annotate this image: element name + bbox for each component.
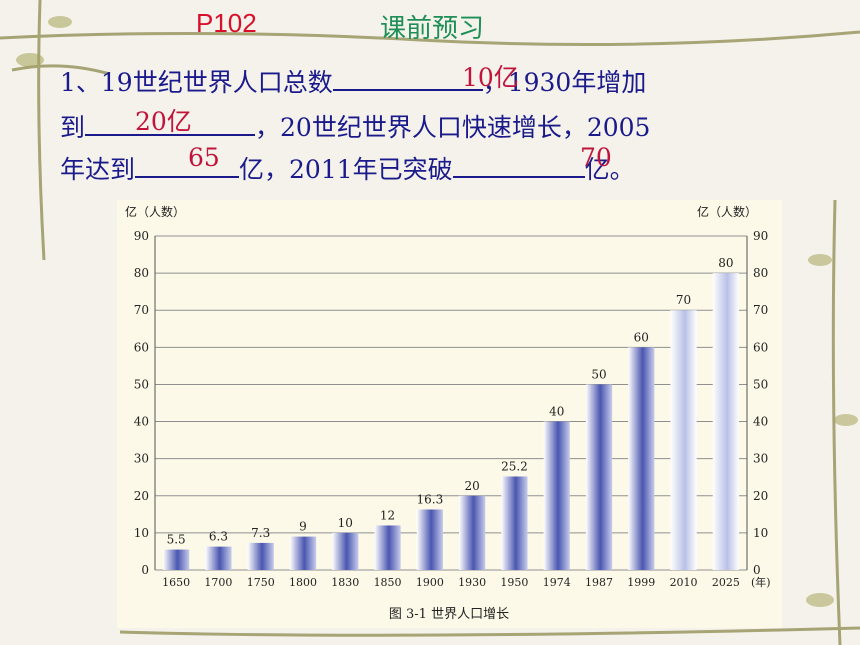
bar-1800 bbox=[289, 536, 317, 570]
bar-1974 bbox=[543, 421, 570, 570]
y-tick-label-right: 70 bbox=[753, 303, 768, 317]
y-tick-label-left: 30 bbox=[134, 452, 149, 466]
y-tick-label-left: 70 bbox=[134, 303, 149, 317]
y-tick-label-right: 0 bbox=[753, 563, 761, 577]
population-bar-chart: 亿（人数） 亿（人数） 0 0 10 10 20 20 30 30 40 40 50 50 60 60 70… bbox=[125, 204, 771, 622]
x-tick-label: 1700 bbox=[204, 576, 232, 589]
bar-value-label: 9 bbox=[299, 520, 307, 534]
bar-value-label: 10 bbox=[338, 516, 353, 530]
x-tick-label: 1750 bbox=[247, 576, 275, 589]
y-tick-label-left: 0 bbox=[141, 563, 149, 577]
x-tick-label: 1830 bbox=[331, 576, 359, 589]
answer-blank bbox=[332, 65, 483, 91]
bar-value-label: 60 bbox=[634, 330, 649, 344]
bar-1750 bbox=[247, 542, 274, 570]
bar-1930 bbox=[459, 495, 486, 570]
x-tick-label: 1800 bbox=[289, 576, 317, 589]
section-title: 课前预习 bbox=[380, 14, 485, 44]
x-tick-label: 1950 bbox=[500, 576, 528, 589]
bar-value-label: 7.3 bbox=[251, 526, 270, 540]
question-text: ，20世纪世界人口快速增长，2005 bbox=[255, 113, 651, 142]
y-axis-label-left: 亿（人数） bbox=[125, 204, 185, 219]
x-tick-label: 1930 bbox=[458, 576, 486, 589]
y-tick-label-left: 80 bbox=[134, 266, 149, 280]
question-line-1: 1、19世纪世界人口总数 ，1930年增加 bbox=[60, 63, 646, 99]
y-tick-label-right: 50 bbox=[753, 377, 768, 391]
answer-blank bbox=[452, 152, 585, 178]
y-tick-label-right: 60 bbox=[753, 340, 768, 354]
question-line-2: 到 ，20世纪世界人口快速增长，2005 bbox=[60, 108, 650, 144]
y-axis-label-right: 亿（人数） bbox=[697, 204, 757, 219]
chart-container: 亿（人数） 亿（人数） 0 0 10 10 20 20 30 30 40 40 50 50 60 60 70… bbox=[117, 200, 782, 628]
bar-1700 bbox=[205, 546, 232, 570]
x-axis-unit: (年) bbox=[751, 575, 771, 589]
y-tick-label-right: 10 bbox=[753, 526, 768, 540]
answer-text: 20亿 bbox=[135, 107, 192, 136]
y-tick-label-right: 90 bbox=[753, 229, 768, 243]
x-tick-label: 2025 bbox=[712, 576, 740, 589]
x-tick-label: 1987 bbox=[585, 576, 613, 589]
bar-value-label: 12 bbox=[380, 508, 395, 522]
bar-1900 bbox=[416, 509, 443, 570]
bar-value-label: 5.5 bbox=[167, 533, 186, 547]
x-tick-label: 1650 bbox=[162, 576, 190, 589]
bar-value-label: 16.3 bbox=[416, 493, 443, 507]
page-reference: P102 bbox=[196, 8, 257, 38]
y-tick-label-left: 90 bbox=[134, 229, 149, 243]
question-text: 1、19世纪世界人口总数 bbox=[60, 68, 333, 97]
y-tick-label-left: 50 bbox=[134, 377, 149, 391]
bar-1950 bbox=[501, 476, 528, 570]
y-tick-label-left: 40 bbox=[134, 415, 149, 429]
y-tick-label-left: 10 bbox=[134, 526, 149, 540]
bar-1987 bbox=[585, 384, 613, 570]
x-tick-label: 1999 bbox=[627, 576, 655, 589]
answer-text: 70 bbox=[580, 143, 612, 172]
x-tick-label: 1850 bbox=[374, 576, 402, 589]
bar-2025 bbox=[712, 273, 739, 570]
y-tick-label-right: 20 bbox=[753, 489, 768, 503]
x-tick-label: 1900 bbox=[416, 576, 444, 589]
question-text: 到 bbox=[60, 113, 86, 142]
y-tick-label-right: 80 bbox=[753, 266, 768, 280]
x-tick-label: 2010 bbox=[670, 576, 698, 589]
question-text: 亿。 bbox=[584, 155, 635, 184]
bar-value-label: 40 bbox=[549, 405, 564, 419]
question-line-3: 年达到 亿，2011年已突破 亿。 bbox=[60, 150, 635, 186]
bar-value-label: 25.2 bbox=[501, 459, 528, 473]
answer-text: 65 bbox=[188, 143, 220, 172]
bar-1830 bbox=[332, 532, 359, 570]
y-tick-label-left: 20 bbox=[134, 489, 149, 503]
bar-1650 bbox=[163, 549, 190, 570]
y-tick-label-right: 40 bbox=[753, 415, 768, 429]
bar-1850 bbox=[374, 525, 401, 570]
y-tick-label-left: 60 bbox=[134, 340, 149, 354]
bar-value-label: 80 bbox=[718, 256, 733, 270]
answer-blank bbox=[85, 110, 256, 136]
x-tick-label: 1974 bbox=[543, 576, 571, 589]
bar-value-label: 70 bbox=[676, 293, 691, 307]
question-text: 亿，2011年已突破 bbox=[239, 155, 453, 184]
y-tick-label-right: 30 bbox=[753, 452, 768, 466]
question-text: ，1930年增加 bbox=[482, 68, 647, 97]
bar-value-label: 6.3 bbox=[209, 530, 228, 544]
chart-title: 图 3-1 世界人口增长 bbox=[389, 607, 509, 622]
bar-2010 bbox=[670, 310, 697, 570]
bar-value-label: 50 bbox=[591, 367, 606, 381]
answer-blank bbox=[135, 152, 240, 178]
bar-1999 bbox=[628, 347, 655, 570]
bar-value-label: 20 bbox=[465, 479, 480, 493]
question-text: 年达到 bbox=[60, 155, 136, 184]
answer-text: 10亿 bbox=[462, 63, 519, 92]
